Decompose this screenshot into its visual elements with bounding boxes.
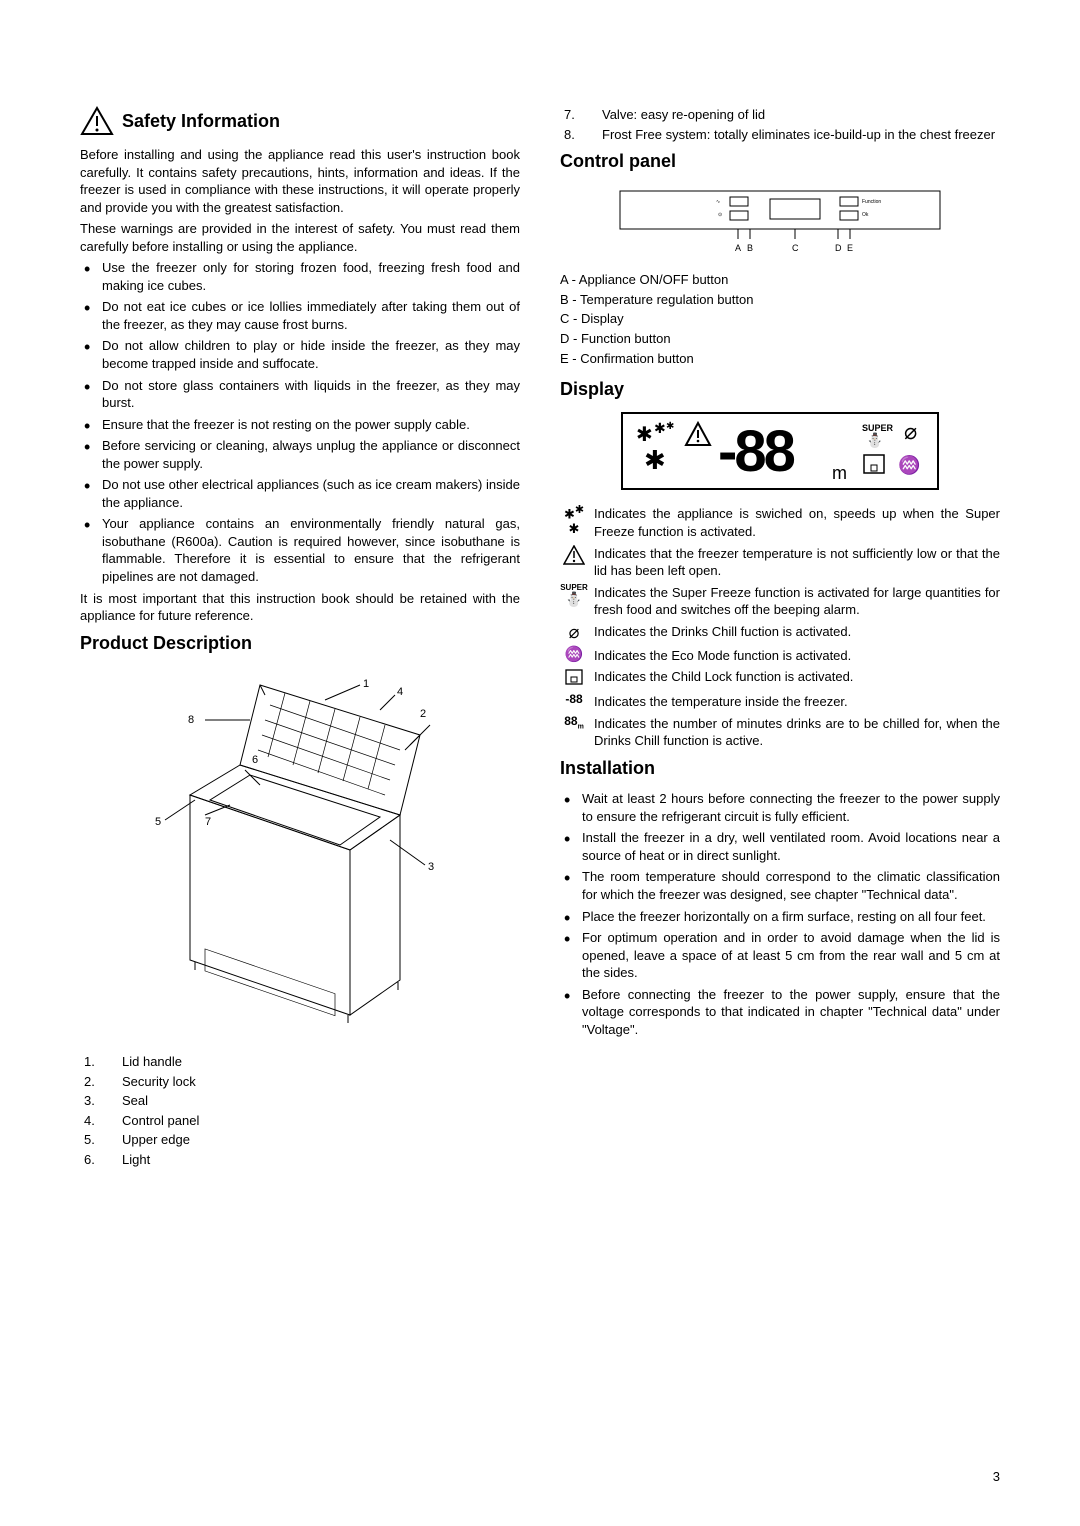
svg-text:C: C [792, 243, 799, 253]
legend-item: E - Confirmation button [560, 350, 1000, 368]
install-bullet: Place the freezer horizontally on a firm… [560, 908, 1000, 926]
super-freeze-icon: SUPER⛄ [560, 584, 588, 606]
snow-cluster-icon: ✱✱✱ [560, 505, 588, 536]
install-bullet: Before connecting the freezer to the pow… [560, 986, 1000, 1039]
list-item: 8.Frost Free system: totally eliminates … [560, 126, 1000, 144]
list-item: 1.Lid handle [80, 1053, 520, 1071]
svg-text:4: 4 [397, 686, 403, 698]
list-item: 2.Security lock [80, 1073, 520, 1091]
safety-outro: It is most important that this instructi… [80, 590, 520, 625]
safety-bullet: Ensure that the freezer is not resting o… [80, 416, 520, 434]
list-item: 4.Control panel [80, 1112, 520, 1130]
display-row: 88m Indicates the number of minutes drin… [560, 715, 1000, 750]
safety-bullet: Use the freezer only for storing frozen … [80, 259, 520, 294]
control-panel-legend: A - Appliance ON/OFF button B - Temperat… [560, 271, 1000, 367]
svg-text:-88: -88 [718, 419, 795, 484]
legend-item: C - Display [560, 310, 1000, 328]
product-legend-cont: 7.Valve: easy re-opening of lid 8.Frost … [560, 106, 1000, 143]
display-row: Indicates the Child Lock function is act… [560, 668, 1000, 689]
minutes-icon: 88m [560, 715, 588, 731]
safety-heading: Safety Information [80, 106, 520, 136]
display-row: ✱✱✱ Indicates the appliance is swiched o… [560, 505, 1000, 540]
svg-text:⊙: ⊙ [718, 212, 722, 218]
product-legend: 1.Lid handle 2.Security lock 3.Seal 4.Co… [80, 1053, 520, 1168]
safety-bullet: Do not allow children to play or hide in… [80, 337, 520, 372]
install-bullet: Wait at least 2 hours before connecting … [560, 790, 1000, 825]
svg-text:8: 8 [188, 714, 194, 726]
svg-text:6: 6 [252, 754, 258, 766]
svg-text:A: A [735, 243, 741, 253]
legend-item: A - Appliance ON/OFF button [560, 271, 1000, 289]
product-heading: Product Description [80, 631, 520, 655]
svg-text:B: B [747, 243, 753, 253]
display-legend: ✱✱✱ Indicates the appliance is swiched o… [560, 505, 1000, 750]
eco-mode-icon: ♒ [560, 647, 588, 664]
left-column: Safety Information Before installing and… [80, 100, 520, 1170]
svg-text:♒: ♒ [898, 454, 920, 475]
safety-intro-1: Before installing and using the applianc… [80, 146, 520, 216]
list-item: 6.Light [80, 1151, 520, 1169]
safety-bullet: Do not store glass containers with liqui… [80, 377, 520, 412]
svg-text:∿: ∿ [716, 199, 720, 205]
list-item: 5.Upper edge [80, 1131, 520, 1149]
list-item: 3.Seal [80, 1092, 520, 1110]
installation-bullets: Wait at least 2 hours before connecting … [560, 790, 1000, 1038]
display-row: -88 Indicates the temperature inside the… [560, 693, 1000, 711]
svg-text:Function: Function [862, 199, 881, 205]
display-diagram: ✱ ✱ ✱ ✱ -88 m SUPER ⛄ ⌀ ♒ [560, 411, 1000, 491]
display-row: Indicates that the freezer temperature i… [560, 545, 1000, 580]
right-column: 7.Valve: easy re-opening of lid 8.Frost … [560, 100, 1000, 1170]
svg-text:D: D [835, 243, 842, 253]
install-bullet: The room temperature should correspond t… [560, 868, 1000, 903]
control-panel-heading: Control panel [560, 149, 1000, 173]
safety-bullet: Your appliance contains an environmental… [80, 515, 520, 585]
safety-bullets: Use the freezer only for storing frozen … [80, 259, 520, 585]
page-number: 3 [993, 1468, 1000, 1486]
display-row: ⌀ Indicates the Drinks Chill fuction is … [560, 623, 1000, 643]
svg-text:Ok: Ok [862, 212, 869, 218]
svg-text:m: m [832, 463, 847, 483]
safety-heading-text: Safety Information [122, 109, 280, 133]
temperature-icon: -88 [560, 693, 588, 706]
warning-triangle-icon [80, 106, 114, 136]
display-heading: Display [560, 377, 1000, 401]
svg-text:✱: ✱ [636, 424, 653, 446]
safety-bullet: Do not use other electrical appliances (… [80, 476, 520, 511]
svg-text:⛄: ⛄ [866, 432, 883, 449]
svg-text:5: 5 [155, 816, 161, 828]
install-bullet: For optimum operation and in order to av… [560, 929, 1000, 982]
svg-text:2: 2 [420, 708, 426, 720]
svg-text:3: 3 [428, 861, 434, 873]
safety-bullet: Do not eat ice cubes or ice lollies imme… [80, 298, 520, 333]
svg-text:✱: ✱ [644, 445, 666, 475]
svg-text:1: 1 [363, 678, 369, 690]
child-lock-icon [560, 668, 588, 689]
warning-icon [560, 545, 588, 568]
svg-text:7: 7 [205, 816, 211, 828]
bottle-icon: ⌀ [560, 623, 588, 643]
display-row: ♒ Indicates the Eco Mode function is act… [560, 647, 1000, 665]
display-row: SUPER⛄ Indicates the Super Freeze functi… [560, 584, 1000, 619]
svg-text:E: E [847, 243, 853, 253]
installation-heading: Installation [560, 756, 1000, 780]
control-panel-diagram: ∿ ⊙ Function Ok A B C D [560, 183, 1000, 263]
safety-bullet: Before servicing or cleaning, always unp… [80, 437, 520, 472]
svg-text:✱: ✱ [654, 420, 666, 436]
list-item: 7.Valve: easy re-opening of lid [560, 106, 1000, 124]
two-column-layout: Safety Information Before installing and… [80, 100, 1000, 1170]
safety-intro-2: These warnings are provided in the inter… [80, 220, 520, 255]
legend-item: B - Temperature regulation button [560, 291, 1000, 309]
svg-text:⌀: ⌀ [904, 419, 917, 444]
legend-item: D - Function button [560, 330, 1000, 348]
svg-text:✱: ✱ [666, 421, 674, 432]
install-bullet: Install the freezer in a dry, well venti… [560, 829, 1000, 864]
product-diagram: 1 2 3 4 5 6 7 8 [80, 665, 520, 1045]
